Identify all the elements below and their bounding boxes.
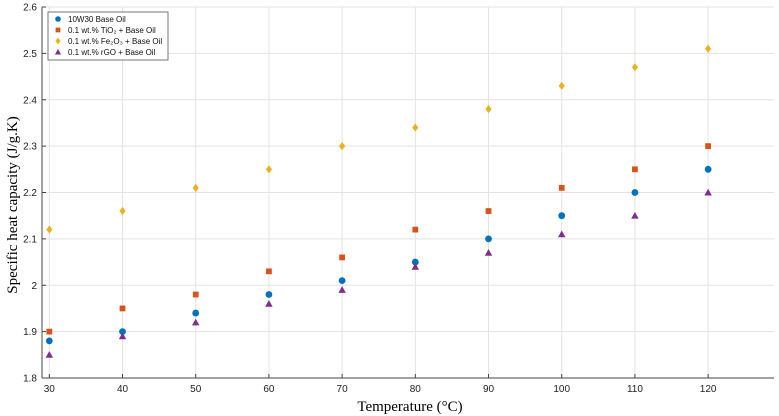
data-point-square (558, 184, 565, 191)
x-axis-title: Temperature (°C) (357, 399, 462, 415)
data-point-square (266, 268, 272, 275)
x-tick-label: 40 (117, 384, 129, 395)
data-point-triangle (631, 211, 639, 219)
x-tick-label: 80 (410, 384, 422, 395)
x-tick-label: 110 (627, 384, 643, 395)
data-point-diamond (705, 44, 712, 53)
data-point-square (46, 328, 53, 335)
data-point-diamond (558, 81, 565, 90)
data-point-circle (631, 189, 639, 196)
x-tick-label: 100 (553, 384, 570, 395)
data-point-diamond (631, 63, 638, 72)
axes (41, 6, 774, 379)
data-point-triangle (265, 300, 273, 307)
y-tick-label: 2.1 (23, 234, 37, 245)
data-point-triangle (191, 318, 200, 326)
tick-labels: 30 40 50 60 70 80 90 100 110 120 1.8 1.9 2 2.1 2.2 2.3 2… (23, 3, 717, 396)
y-axis-title: Specific heat capacity (J/g.K) (5, 116, 21, 293)
data-point-circle (558, 212, 566, 220)
data-point-triangle (411, 262, 420, 270)
x-tick-label: 120 (700, 384, 717, 395)
legend-marker-square (55, 27, 61, 33)
data-point-diamond (192, 183, 199, 192)
x-tick-label: 50 (190, 384, 202, 395)
data-point-circle (45, 337, 53, 345)
data-point-diamond (46, 225, 53, 234)
data-point-diamond (412, 123, 419, 132)
legend-label: 0.1 wt.% TiO₂ + Base Oil (68, 26, 156, 35)
grid (42, 6, 774, 379)
legend: 10W30 Base Oil 0.1 wt.% TiO₂ + Base Oil 0.… (47, 11, 169, 61)
data-point-diamond (265, 165, 272, 174)
legend-label: 0.1 wt.% rGO + Base Oil (68, 48, 156, 57)
data-point-square (339, 254, 346, 261)
x-tick-label: 30 (44, 384, 56, 395)
y-tick-label: 1.8 (23, 374, 37, 385)
x-tick-label: 60 (263, 384, 275, 395)
y-tick-label: 2.6 (23, 3, 37, 14)
data-point-triangle (484, 249, 493, 256)
data-point-diamond (119, 206, 126, 216)
legend-label: 10W30 Base Oil (68, 15, 126, 24)
data-point-triangle (338, 286, 346, 293)
data-point-square (192, 291, 199, 298)
data-point-circle (338, 277, 346, 285)
y-tick-label: 1.9 (23, 327, 37, 338)
data-point-diamond (485, 104, 492, 114)
legend-label: 0.1 wt.% Fe₂O₃ + Base Oil (68, 37, 162, 46)
y-tick-label: 2.4 (23, 95, 37, 106)
data-points (45, 44, 712, 358)
data-point-diamond (339, 142, 346, 151)
data-point-square (705, 143, 712, 150)
data-point-square (485, 208, 492, 214)
x-tick-label: 70 (337, 384, 349, 395)
legend-marker-triangle (54, 48, 62, 55)
data-point-triangle (45, 351, 54, 358)
legend-marker-circle (55, 16, 61, 22)
data-point-triangle (557, 230, 566, 238)
data-point-triangle (118, 332, 127, 340)
data-point-circle (485, 235, 492, 243)
data-point-circle (411, 258, 419, 266)
data-point-square (119, 305, 126, 312)
data-point-triangle (704, 188, 712, 196)
legend-box (47, 11, 169, 61)
y-tick-label: 2.5 (23, 49, 37, 60)
data-point-circle (265, 291, 273, 298)
data-point-square (632, 166, 638, 173)
y-tick-label: 2 (31, 281, 37, 292)
y-tick-label: 2.3 (23, 142, 37, 153)
data-point-circle (192, 309, 200, 317)
legend-marker-diamond (55, 37, 61, 45)
data-point-square (412, 226, 419, 233)
y-tick-label: 2.2 (23, 188, 37, 199)
data-point-circle (119, 328, 126, 336)
data-point-circle (704, 165, 712, 173)
x-tick-label: 90 (483, 384, 495, 395)
